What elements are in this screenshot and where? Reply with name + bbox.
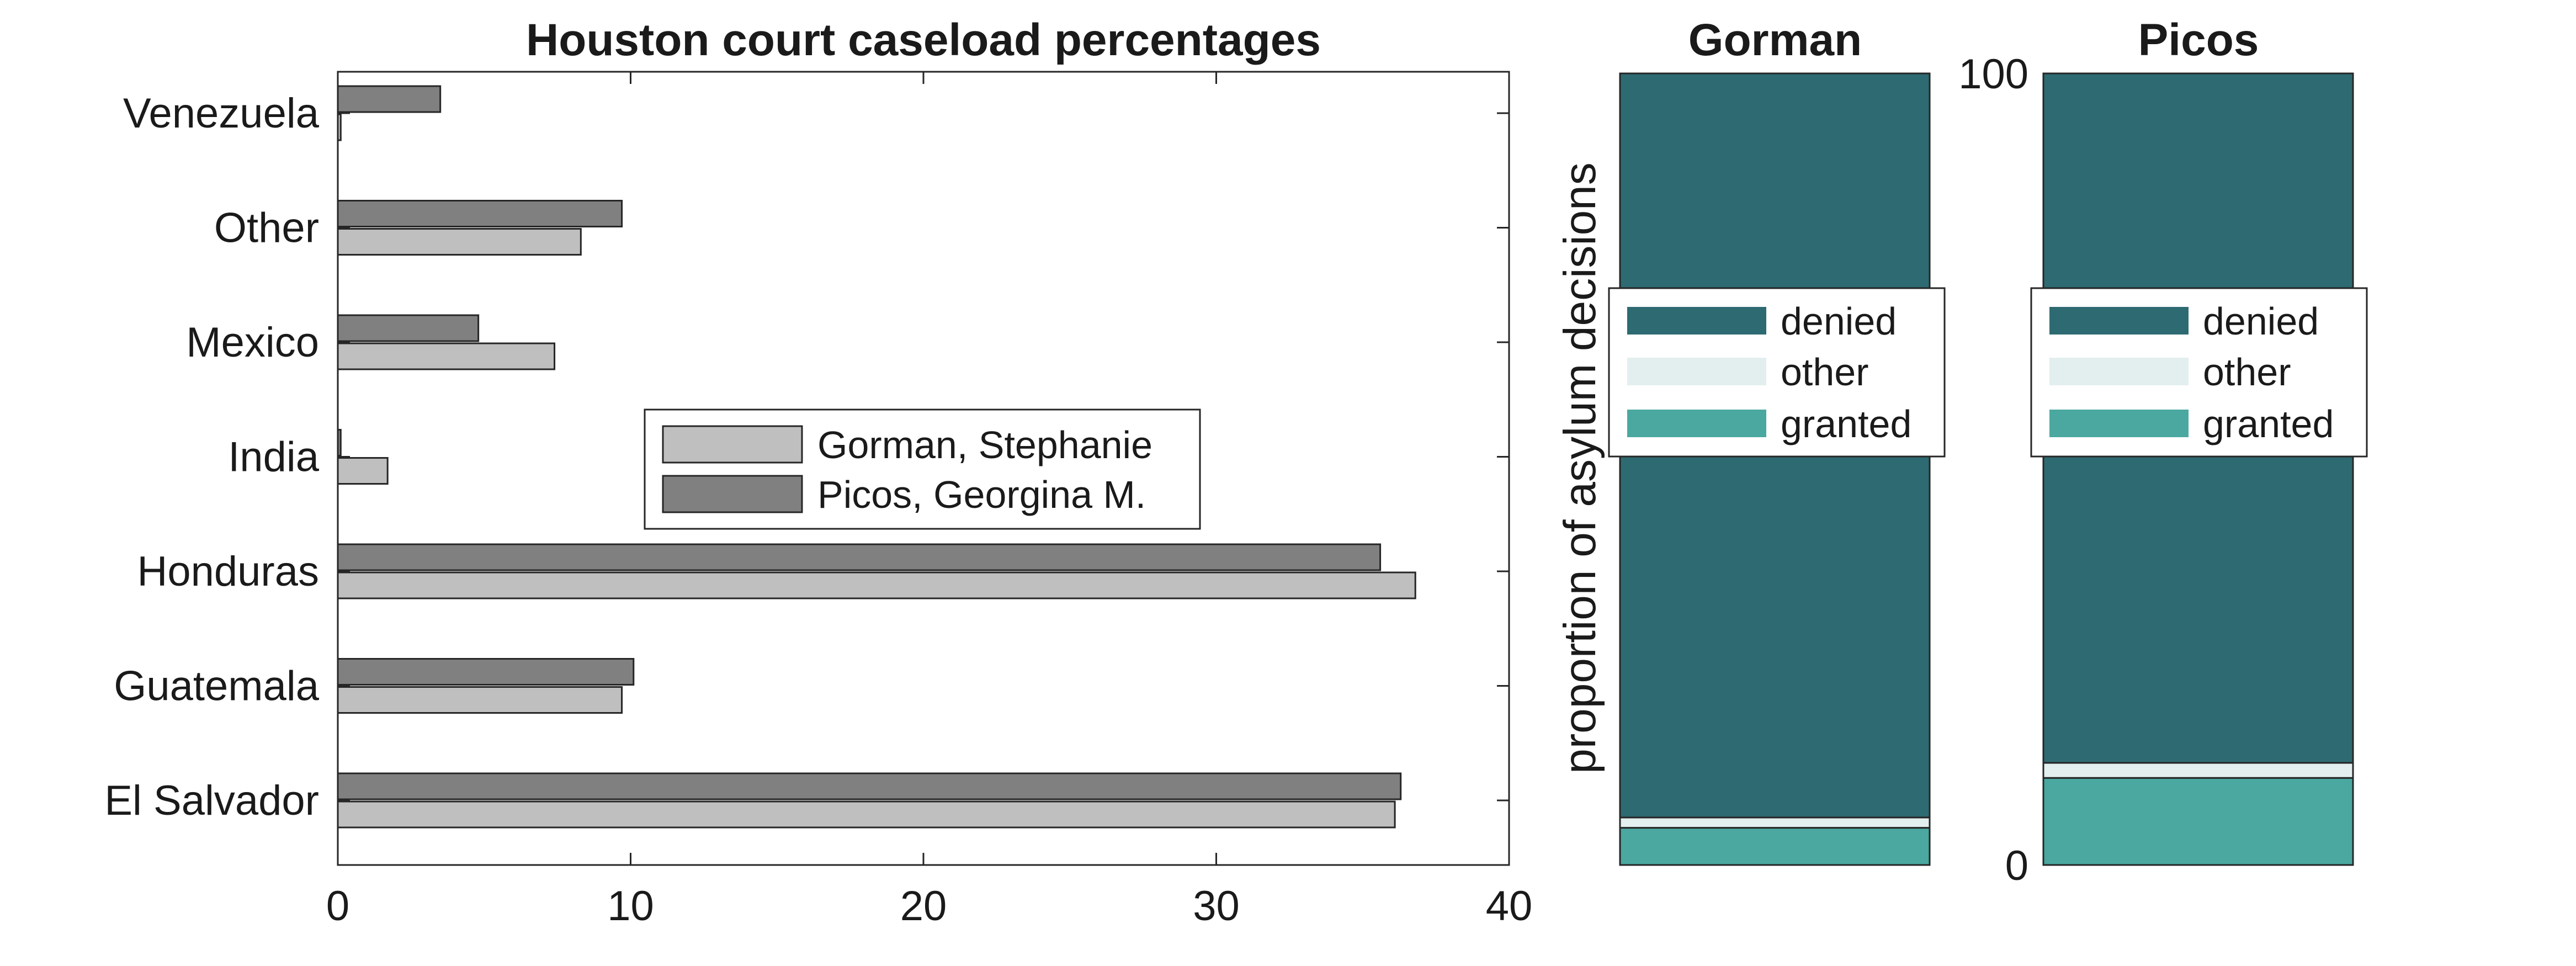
picos-legend-label-denied: denied: [2203, 300, 2319, 343]
gorman-legend-label-granted: granted: [1781, 402, 1911, 445]
x-tick-label: 10: [607, 883, 654, 930]
picos-legend: denied other granted: [2030, 287, 2368, 458]
y-tick-label-guatemala: Guatemala: [114, 663, 319, 710]
gorman-segment-granted: [1619, 827, 1931, 866]
caseload-ticks: 0 10 20 30 40 El Salvador Guatemala Honduras Ind…: [104, 72, 1532, 930]
y-axis-label: proportion of asylum decisions: [1555, 162, 1605, 774]
gorman-legend-swatch-denied: [1627, 307, 1766, 335]
legend-label-gorman: Gorman, Stephanie: [817, 423, 1152, 466]
bar-picos-other: [337, 200, 623, 227]
bar-picos-guatemala: [337, 658, 635, 686]
picos-legend-swatch-granted: [2049, 410, 2189, 437]
legend-label-picos: Picos, Georgina M.: [817, 473, 1146, 516]
x-tick-label: 30: [1193, 883, 1240, 930]
gorman-segments: [1619, 72, 1931, 866]
bar-gorman-mexico: [337, 342, 556, 370]
bar-gorman-guatemala: [337, 686, 623, 714]
picos-legend-swatch-other: [2049, 358, 2189, 385]
bar-gorman-other: [337, 228, 582, 256]
bar-gorman-venezuela: [337, 113, 342, 141]
picos-segment-granted: [2042, 777, 2354, 866]
bar-picos-india: [337, 429, 342, 457]
gorman-legend-swatch-other: [1627, 358, 1766, 385]
y-tick-label-100: 100: [1958, 51, 2028, 98]
y-tick-label-venezuela: Venezuela: [123, 90, 320, 137]
picos-decision-chart: Picos 100 0 denied other granted: [1958, 15, 2368, 889]
caseload-legend: Gorman, Stephanie Picos, Georgina M.: [644, 408, 1201, 530]
gorman-decision-chart: Gorman proportion of asylum decisions de…: [1555, 15, 1946, 866]
y-tick-label-other: Other: [214, 205, 319, 252]
y-tick-label-mexico: Mexico: [186, 319, 319, 366]
legend-swatch-gorman: [662, 425, 803, 464]
x-tick-label: 20: [900, 883, 947, 930]
bar-gorman-india: [337, 457, 389, 485]
picos-chart-title: Picos: [2138, 15, 2259, 65]
x-tick-label: 40: [1486, 883, 1533, 930]
gorman-axes-box: [1619, 72, 1931, 866]
bar-picos-honduras: [337, 543, 1382, 571]
legend-swatch-picos: [662, 475, 803, 513]
bar-gorman-el-salvador: [337, 800, 1396, 829]
picos-segment-other: [2042, 762, 2354, 779]
bar-picos-venezuela: [337, 85, 442, 113]
caseload-chart-title: Houston court caseload percentages: [526, 15, 1321, 65]
picos-axes-box: [2042, 72, 2354, 866]
picos-legend-swatch-denied: [2049, 307, 2189, 335]
bar-gorman-honduras: [337, 571, 1416, 599]
y-tick-label-india: India: [228, 434, 320, 481]
gorman-legend-label-denied: denied: [1781, 300, 1897, 343]
y-tick-label-el-salvador: El Salvador: [104, 777, 319, 824]
caseload-bar-chart: Houston court caseload percentages 0 10 20…: [104, 15, 1532, 930]
gorman-segment-other: [1619, 816, 1931, 829]
gorman-chart-title: Gorman: [1688, 15, 1862, 65]
gorman-legend: denied other granted: [1608, 287, 1946, 458]
picos-legend-label-other: other: [2203, 351, 2291, 394]
y-tick-label-honduras: Honduras: [137, 548, 319, 595]
picos-legend-label-granted: granted: [2203, 402, 2334, 445]
bar-picos-mexico: [337, 314, 480, 342]
caseload-bars: [337, 85, 1416, 829]
gorman-legend-label-other: other: [1781, 351, 1869, 394]
picos-segments: [2042, 72, 2354, 866]
bar-picos-el-salvador: [337, 772, 1402, 800]
y-tick-label-0: 0: [2005, 842, 2028, 889]
x-tick-label: 0: [326, 883, 349, 930]
gorman-legend-swatch-granted: [1627, 410, 1766, 437]
